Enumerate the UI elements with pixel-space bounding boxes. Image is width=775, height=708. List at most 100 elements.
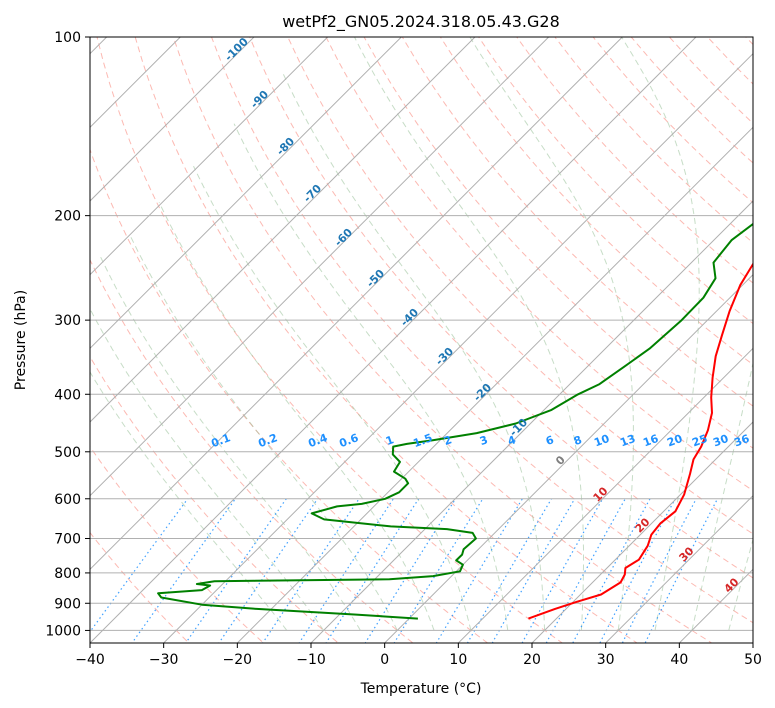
mixing-ratio-label: 0.6	[337, 431, 360, 450]
x-axis: −40 −30 −20 −10 0 10 20 30 40 50	[75, 643, 762, 668]
y-tick-label: 800	[54, 566, 81, 582]
dry-adiabat-line	[516, 37, 753, 284]
chart-title: wetPf2_GN05.2024.318.05.43.G28	[282, 12, 560, 32]
isotherm-line	[90, 37, 402, 350]
grid-lines	[90, 37, 753, 643]
isotherm-line	[236, 126, 753, 643]
x-tick-label: −40	[75, 652, 105, 668]
mixing-ratio-line	[364, 498, 457, 643]
mixing-ratio-line	[545, 498, 626, 643]
moist-adiabat-line	[728, 537, 753, 631]
x-tick-label: −10	[296, 652, 326, 668]
mixing-ratio-line	[90, 498, 189, 633]
isotherm-line	[384, 273, 753, 643]
mixing-ratio-line	[491, 498, 576, 643]
mixing-ratio-line	[599, 498, 676, 643]
dry-adiabat-line	[96, 37, 564, 643]
mixing-ratio-line	[185, 498, 287, 643]
mixing-ratio-label: 20	[665, 432, 684, 450]
isotherm-line	[90, 37, 329, 276]
x-tick-label: 50	[744, 652, 762, 668]
isotherm-line	[310, 200, 753, 643]
isotherm-line	[90, 37, 697, 643]
dry-adiabat-line	[90, 148, 489, 643]
mixing-ratio-line	[466, 498, 553, 643]
temperature-profile-line	[528, 262, 753, 620]
mixing-ratio-label: 3	[478, 433, 490, 448]
dry-adiabat-line	[172, 37, 713, 643]
mixing-ratio-line	[644, 498, 719, 643]
moist-adiabat-line	[129, 234, 398, 631]
mixing-ratio-label: 25	[690, 432, 709, 449]
x-tick-label: 30	[597, 652, 615, 668]
dry-adiabat-line	[363, 37, 753, 449]
dry-adiabat-line	[90, 258, 414, 643]
y-tick-label: 1000	[45, 623, 81, 639]
mixing-ratio-label: 0.1	[209, 431, 232, 450]
dry-adiabat-line	[134, 37, 638, 643]
x-tick-label: 10	[449, 652, 467, 668]
moist-adiabat-line	[621, 37, 700, 631]
moist-adiabat-line	[193, 165, 472, 631]
background-lines	[90, 37, 753, 643]
mixing-ratio-line	[572, 498, 651, 643]
mixing-ratio-label: 1.5	[411, 431, 434, 450]
x-tick-label: 40	[670, 652, 688, 668]
moist-adiabat-line	[691, 361, 753, 631]
mixing-ratio-label: 36	[732, 432, 751, 450]
mixing-ratio-label: 13	[618, 432, 637, 449]
x-axis-title: Temperature (°C)	[360, 681, 482, 697]
dry-adiabat-line	[90, 445, 265, 643]
mixing-ratio-label: 10	[592, 432, 611, 450]
isotherm-line	[90, 37, 550, 497]
y-tick-label: 300	[54, 313, 81, 329]
moist-adiabat-line	[100, 256, 361, 631]
plot-frame	[89, 36, 754, 644]
dry-adiabat-line	[325, 37, 753, 492]
y-tick-label: 500	[54, 445, 81, 461]
isotherm-line	[605, 494, 753, 643]
mixing-ratio-label: 2	[442, 433, 454, 448]
mixing-ratio-line	[621, 498, 697, 643]
mixing-ratio-label: 16	[641, 432, 660, 450]
x-tick-label: 20	[523, 652, 541, 668]
isotherm-line	[457, 347, 753, 643]
y-tick-label: 700	[54, 532, 81, 548]
isotherm-line	[90, 37, 255, 202]
mixing-ratio-label: 4	[506, 433, 518, 448]
dry-adiabat-line	[210, 37, 753, 624]
y-axis: 100 200 300 400 500 600 700 800 900 1000	[45, 30, 90, 639]
dewpoint-profile-line	[157, 222, 753, 620]
profile-lines	[157, 222, 753, 620]
y-tick-label: 100	[54, 30, 81, 46]
y-tick-label: 200	[54, 209, 81, 225]
mixing-ratio-label: 6	[544, 433, 556, 448]
isotherm-line	[531, 421, 753, 643]
y-tick-label: 900	[54, 596, 81, 612]
mixing-ratio-line	[131, 498, 236, 643]
y-tick-label: 400	[54, 387, 81, 403]
x-tick-label: −20	[223, 652, 253, 668]
isotherm-line	[90, 37, 623, 571]
mixing-ratio-line	[435, 498, 523, 643]
moist-adiabat-line	[90, 307, 325, 631]
y-tick-label: 600	[54, 492, 81, 508]
mixing-ratio-label: 0.4	[306, 431, 329, 450]
x-tick-label: 0	[380, 652, 389, 668]
mixing-ratio-line	[521, 498, 604, 643]
isotherm-line	[163, 52, 753, 643]
mixing-ratio-label: 30	[711, 432, 730, 450]
x-tick-label: −30	[149, 652, 179, 668]
plot-background	[90, 37, 753, 643]
mixing-ratio-label: 1	[384, 433, 396, 448]
moist-adiabat-line	[158, 202, 435, 631]
moist-adiabat-line	[469, 37, 634, 631]
mixing-ratio-line	[218, 498, 319, 643]
moist-adiabat-line	[282, 72, 546, 631]
dry-adiabat-line	[90, 531, 190, 643]
moist-adiabat-line	[354, 37, 584, 631]
mixing-ratio-line	[393, 498, 484, 643]
mixing-ratio-label: 8	[572, 433, 584, 448]
mixing-ratio-label: 0.2	[256, 431, 279, 450]
